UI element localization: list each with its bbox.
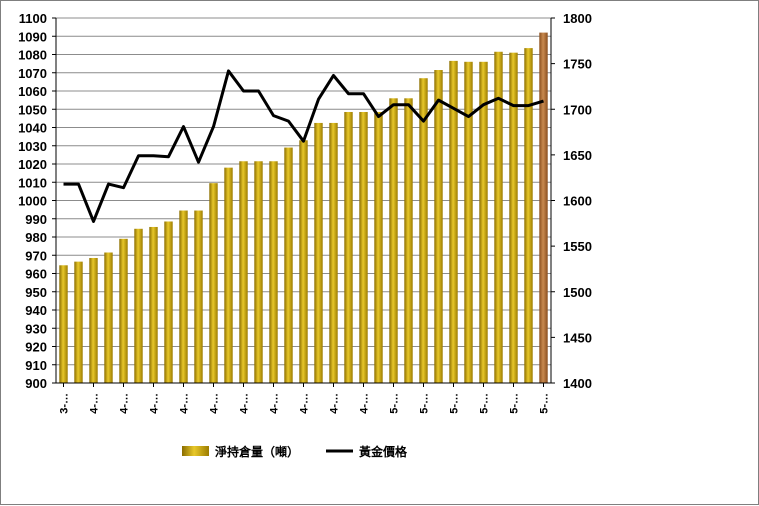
- left-tick-label: 950: [25, 285, 47, 300]
- x-tick-label: 5-…: [539, 393, 551, 414]
- bar: [239, 161, 247, 383]
- bar: [539, 33, 547, 383]
- left-tick-label: 930: [25, 321, 47, 336]
- x-tick-label: 4-…: [89, 393, 101, 414]
- bar: [179, 211, 187, 383]
- bar: [434, 70, 442, 383]
- right-tick-label: 1650: [563, 148, 592, 163]
- legend: 淨持倉量（噸） 黃金價格: [182, 444, 408, 459]
- x-tick-label: 4-…: [149, 393, 161, 414]
- x-tick-label: 5-…: [389, 393, 401, 414]
- bar: [269, 161, 277, 383]
- bar: [254, 161, 262, 383]
- bar: [479, 62, 487, 383]
- x-tick-label: 4-…: [269, 393, 281, 414]
- right-tick-label: 1700: [563, 102, 592, 117]
- x-tick-label: 5-…: [479, 393, 491, 414]
- bar: [509, 53, 517, 383]
- bar: [359, 112, 367, 383]
- bar: [419, 78, 427, 383]
- bar-series: [59, 33, 547, 383]
- bar: [74, 262, 82, 383]
- left-tick-label: 1070: [18, 66, 47, 81]
- x-tick-label: 4-…: [209, 393, 221, 414]
- bar: [134, 229, 142, 383]
- bar: [89, 258, 97, 383]
- legend-label-bar: 淨持倉量（噸）: [214, 444, 299, 459]
- right-tick-label: 1500: [563, 285, 592, 300]
- left-tick-label: 1010: [18, 175, 47, 190]
- left-tick-label: 1090: [18, 29, 47, 44]
- bar: [389, 98, 397, 383]
- bar: [224, 168, 232, 383]
- left-tick-label: 1060: [18, 84, 47, 99]
- x-tick-label: 5-…: [509, 393, 521, 414]
- bar: [464, 62, 472, 383]
- x-tick-label: 4-…: [329, 393, 341, 414]
- x-tick-label: 4-…: [119, 393, 131, 414]
- left-tick-label: 970: [25, 248, 47, 263]
- right-tick-label: 1800: [563, 11, 592, 26]
- left-tick-label: 1080: [18, 48, 47, 63]
- right-tick-label: 1550: [563, 239, 592, 254]
- bar: [374, 112, 382, 383]
- legend-label-line: 黃金價格: [358, 444, 408, 459]
- x-tick-label: 4-…: [359, 393, 371, 414]
- right-tick-label: 1400: [563, 376, 592, 391]
- left-tick-label: 1100: [19, 11, 47, 26]
- left-tick-label: 960: [25, 267, 47, 282]
- bar: [314, 123, 322, 383]
- x-tick-label: 3-…: [59, 393, 71, 414]
- left-tick-label: 990: [25, 212, 47, 227]
- bar: [344, 112, 352, 383]
- bar: [209, 183, 217, 383]
- bar: [494, 52, 502, 383]
- bar: [119, 239, 127, 383]
- bar: [194, 211, 202, 383]
- left-tick-label: 920: [25, 340, 47, 355]
- x-tick-label: 4-…: [299, 393, 311, 414]
- right-tick-label: 1450: [563, 330, 592, 345]
- bar: [149, 227, 157, 383]
- bar: [59, 265, 67, 383]
- x-tick-label: 5-…: [419, 393, 431, 414]
- left-axis-ticks: 900 910 920 930 940 950 960 970 980 990 1000 1010 10…: [18, 11, 56, 391]
- bar: [404, 98, 412, 383]
- x-tick-label: 4-…: [179, 393, 191, 414]
- left-tick-label: 1020: [18, 157, 47, 172]
- x-tick-label: 4-…: [239, 393, 251, 414]
- left-tick-label: 1040: [18, 121, 47, 136]
- bar: [104, 253, 112, 383]
- left-tick-label: 900: [25, 376, 47, 391]
- left-tick-label: 1030: [18, 139, 47, 154]
- right-axis-ticks: 1400 1450 1500 1550 1600 1650 1700 1750 1800: [551, 11, 592, 391]
- left-tick-label: 1050: [18, 102, 47, 117]
- bar: [164, 221, 172, 383]
- x-axis-ticks: 3-… 4-… 4-… 4-… 4-… 4-… 4-… 4-… 4-… 4-… 4-… 5-… 5-… 5…: [59, 383, 551, 414]
- bar: [299, 140, 307, 383]
- x-tick-label: 5-…: [449, 393, 461, 414]
- right-tick-label: 1750: [563, 57, 592, 72]
- right-tick-label: 1600: [563, 194, 592, 209]
- left-tick-label: 910: [25, 358, 47, 373]
- bar: [524, 48, 532, 383]
- bar: [329, 123, 337, 383]
- bar: [284, 148, 292, 383]
- left-tick-label: 980: [25, 230, 47, 245]
- left-tick-label: 1000: [18, 194, 47, 209]
- legend-bar-swatch: [182, 446, 209, 456]
- left-tick-label: 940: [25, 303, 47, 318]
